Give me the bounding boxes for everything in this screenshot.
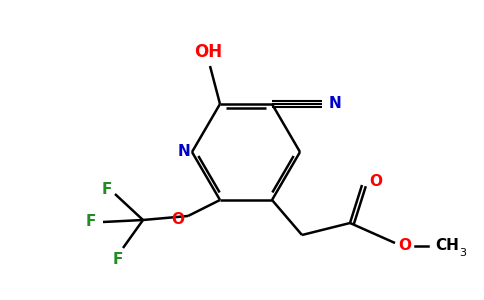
Text: OH: OH (194, 43, 222, 61)
Text: CH: CH (435, 238, 459, 253)
Text: N: N (329, 97, 341, 112)
Text: N: N (178, 145, 190, 160)
Text: F: F (113, 253, 123, 268)
Text: O: O (398, 238, 411, 253)
Text: O: O (171, 212, 184, 227)
Text: O: O (369, 173, 382, 188)
Text: 3: 3 (459, 248, 467, 258)
Text: F: F (86, 214, 96, 230)
Text: F: F (102, 182, 112, 196)
